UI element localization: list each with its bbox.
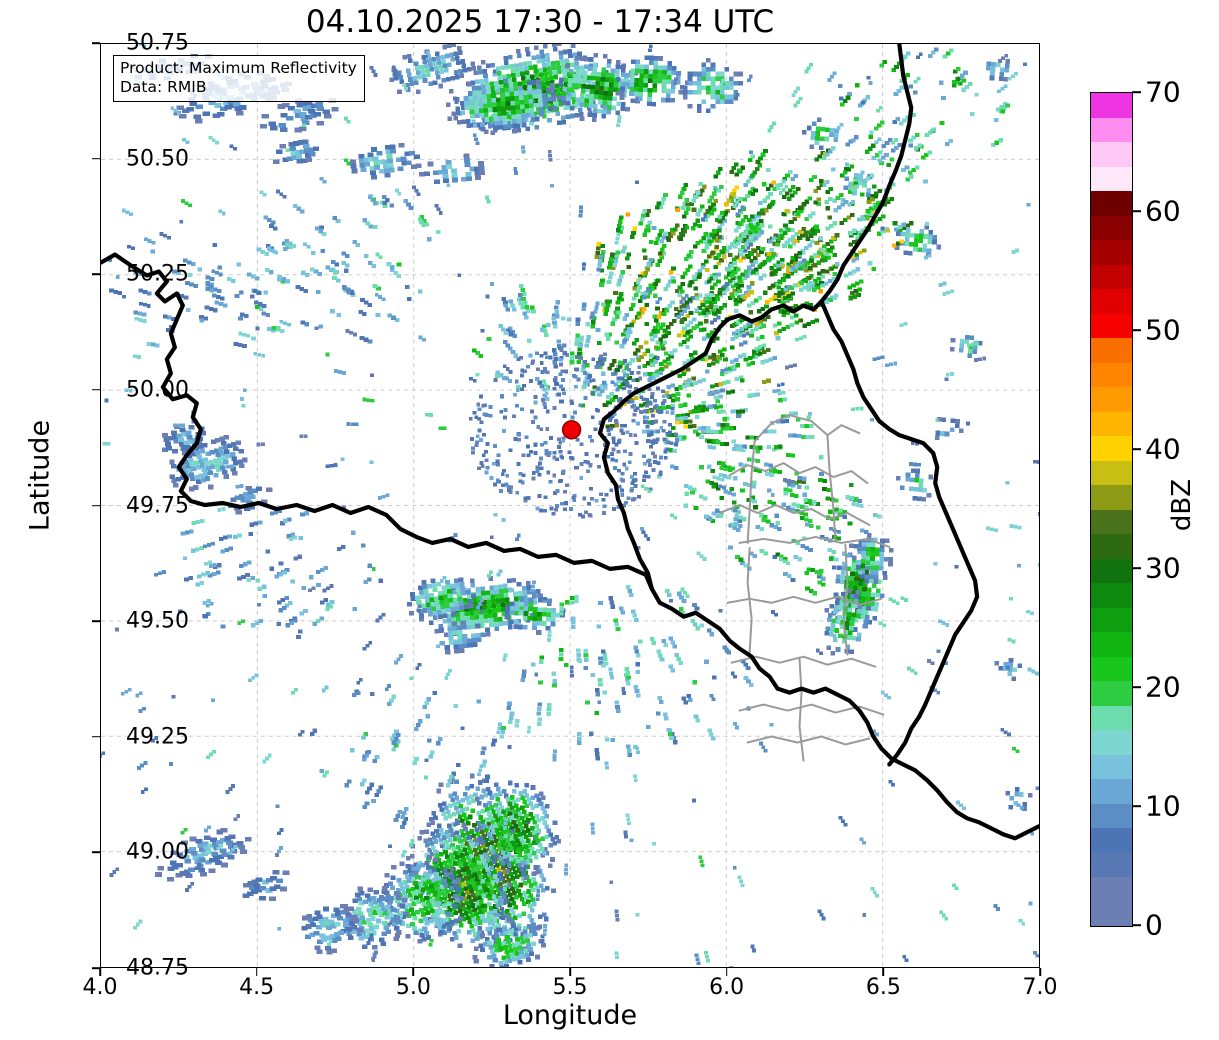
colorbar-band [1091, 607, 1132, 632]
colorbar-band [1091, 436, 1132, 461]
radar-echo-layer [101, 44, 1039, 967]
y-tick-label: 50.50 [126, 146, 189, 172]
colorbar-tick-mark [1132, 448, 1141, 450]
colorbar-band [1091, 191, 1132, 216]
figure-title: 04.10.2025 17:30 - 17:34 UTC [305, 4, 775, 40]
colorbar-band [1091, 901, 1132, 926]
map-canvas [101, 44, 1039, 967]
colorbar-band [1091, 534, 1132, 559]
y-tick-mark [92, 42, 100, 44]
colorbar-title: dBZ [1167, 478, 1197, 532]
colorbar-band [1091, 460, 1132, 485]
x-tick-label: 6.5 [865, 975, 901, 1000]
colorbar-band [1091, 754, 1132, 779]
colorbar-tick-mark [1132, 805, 1141, 807]
x-tick-mark [99, 968, 101, 976]
x-tick-mark [882, 968, 885, 976]
colorbar-tick-label: 70 [1145, 75, 1181, 109]
colorbar-band [1091, 117, 1132, 142]
colorbar-band [1091, 656, 1132, 681]
colorbar-band [1091, 803, 1132, 828]
x-tick-label: 5.0 [395, 975, 431, 1000]
y-tick-label: 50.75 [126, 30, 189, 56]
colorbar-band [1091, 240, 1132, 265]
colorbar-band [1091, 338, 1132, 363]
x-tick-mark [412, 968, 415, 976]
y-tick-mark [92, 157, 100, 160]
x-tick-label: 4.0 [82, 975, 118, 1000]
colorbar-band [1091, 362, 1132, 387]
x-tick-label: 4.5 [239, 975, 275, 1000]
colorbar-tick-label: 50 [1145, 313, 1181, 347]
colorbar-tick-mark [1132, 567, 1141, 569]
colorbar-tick-mark [1132, 329, 1141, 331]
map-plot-area[interactable]: Product: Maximum Reflectivity Data: RMIB [100, 43, 1040, 968]
colorbar-band [1091, 387, 1132, 412]
colorbar-band [1091, 558, 1132, 583]
y-tick-mark [92, 967, 100, 969]
y-axis-label: Latitude [24, 419, 56, 532]
colorbar-band [1091, 289, 1132, 314]
y-tick-label: 50.00 [126, 377, 189, 403]
colorbar-tick-label: 20 [1145, 670, 1181, 704]
canton-boundaries [718, 414, 891, 762]
colorbar [1090, 92, 1133, 927]
radar-site-marker[interactable] [561, 420, 582, 440]
y-tick-label: 49.25 [126, 724, 189, 750]
y-tick-label: 50.25 [126, 261, 189, 287]
colorbar-band [1091, 730, 1132, 755]
colorbar-band [1091, 877, 1132, 902]
x-tick-label: 5.5 [552, 975, 588, 1000]
y-tick-label: 49.00 [126, 839, 189, 865]
x-tick-mark [1039, 968, 1041, 976]
y-tick-mark [92, 389, 100, 391]
colorbar-tick-mark [1132, 686, 1141, 688]
y-tick-mark [92, 851, 100, 854]
colorbar-tick-label: 10 [1145, 789, 1181, 823]
x-tick-mark [569, 968, 571, 976]
colorbar-band [1091, 411, 1132, 436]
x-tick-label: 6.0 [709, 975, 745, 1000]
colorbar-band [1091, 583, 1132, 608]
colorbar-tick-label: 60 [1145, 194, 1181, 228]
colorbar-band [1091, 828, 1132, 853]
colorbar-band [1091, 705, 1132, 730]
colorbar-band [1091, 681, 1132, 706]
y-tick-mark [92, 735, 100, 738]
colorbar-band [1091, 215, 1132, 240]
colorbar-tick-label: 40 [1145, 432, 1181, 466]
colorbar-band [1091, 509, 1132, 534]
y-tick-label: 49.75 [126, 493, 189, 518]
colorbar-tick-label: 0 [1145, 908, 1163, 942]
y-tick-mark [92, 504, 100, 507]
x-tick-label: 7.0 [1022, 975, 1058, 1000]
colorbar-band [1091, 166, 1132, 191]
colorbar-band [1091, 313, 1132, 338]
data-source-line: Data: RMIB [120, 77, 207, 96]
colorbar-tick-mark [1132, 210, 1141, 212]
colorbar-band [1091, 632, 1132, 657]
x-tick-mark [255, 968, 258, 976]
colorbar-band [1091, 93, 1132, 118]
x-tick-mark [725, 968, 728, 976]
y-tick-label: 48.75 [126, 955, 189, 981]
colorbar-tick-label: 30 [1145, 551, 1181, 585]
colorbar-tick-mark [1132, 91, 1141, 93]
product-line: Product: Maximum Reflectivity [120, 59, 357, 77]
colorbar-band [1091, 485, 1132, 510]
colorbar-band [1091, 264, 1132, 289]
y-tick-mark [92, 620, 100, 622]
product-info-box: Product: Maximum Reflectivity Data: RMIB [113, 55, 365, 102]
y-tick-mark [92, 273, 100, 276]
colorbar-tick-mark [1132, 924, 1141, 926]
colorbar-band [1091, 852, 1132, 877]
x-axis-label: Longitude [502, 1000, 638, 1031]
colorbar-band [1091, 142, 1132, 167]
national-borders [101, 44, 1039, 841]
y-tick-label: 49.50 [126, 608, 189, 634]
colorbar-band [1091, 779, 1132, 804]
